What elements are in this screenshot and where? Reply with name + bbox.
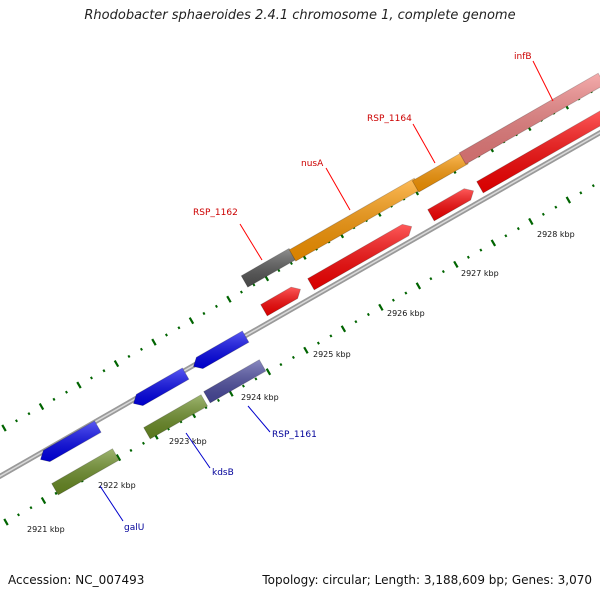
minor-tick xyxy=(429,277,433,281)
gene-label-infB: infB xyxy=(514,52,532,62)
minor-tick xyxy=(214,304,218,308)
minor-tick xyxy=(329,334,333,338)
gene-RSP_1161-shade xyxy=(203,359,266,403)
genome-summary-text: Topology: circular; Length: 3,188,609 bp… xyxy=(262,573,592,587)
minor-tick xyxy=(466,255,470,259)
kbp-label: 2927 kbp xyxy=(461,269,499,278)
gene-label-RSP_1164: RSP_1164 xyxy=(367,114,412,124)
kbp-ruler-labels: 2921 kbp 2922 kbp 2923 kbp 2924 kbp 2925… xyxy=(27,230,575,534)
minor-tick xyxy=(139,347,143,351)
map-title: Rhodobacter sphaeroides 2.4.1 chromosome… xyxy=(84,8,516,23)
major-tick xyxy=(113,360,120,368)
major-tick xyxy=(40,496,47,505)
minor-tick xyxy=(291,355,295,360)
gene-kdsB-blue-shade xyxy=(133,367,189,406)
gene-galU-blue-shade xyxy=(40,421,102,462)
minor-tick xyxy=(579,191,583,195)
minor-tick xyxy=(404,291,408,295)
minor-tick xyxy=(289,261,293,266)
minor-tick xyxy=(202,311,206,316)
major-tick xyxy=(490,239,497,247)
major-tick xyxy=(3,518,9,526)
gene-label-nusA: nusA xyxy=(301,159,324,169)
major-tick xyxy=(115,454,122,462)
gene-labels: infB RSP_1164 nusA RSP_1162 RSP_1161 kds… xyxy=(124,52,532,533)
gene-label-RSP_1161: RSP_1161 xyxy=(272,430,317,440)
major-tick xyxy=(76,381,82,389)
minor-tick xyxy=(391,298,395,302)
minor-tick xyxy=(102,369,106,373)
minor-tick xyxy=(15,419,18,423)
gene-RSP_1161-blue-shade xyxy=(193,330,249,369)
minor-tick xyxy=(27,412,31,416)
minor-tick xyxy=(516,227,520,231)
minor-tick xyxy=(129,448,133,453)
kbp-label: 2925 kbp xyxy=(313,350,351,359)
major-tick xyxy=(528,217,534,226)
gene-label-kdsB: kdsB xyxy=(212,468,234,478)
minor-tick xyxy=(52,397,56,401)
label-leaders xyxy=(99,60,554,522)
major-tick xyxy=(565,196,572,204)
gene-red-c-shade xyxy=(427,188,474,221)
kbp-label: 2923 kbp xyxy=(169,437,207,446)
minor-tick xyxy=(241,384,245,388)
gene-infB-shade xyxy=(459,73,600,165)
minor-tick xyxy=(89,376,93,380)
kbp-label: 2926 kbp xyxy=(387,309,425,318)
minor-tick xyxy=(441,269,445,274)
kbp-label: 2928 kbp xyxy=(537,230,575,239)
minor-tick xyxy=(277,269,281,273)
gene-nusA-shade xyxy=(289,178,421,262)
gene-kdsB-shade xyxy=(143,394,208,439)
gene-RSP_1164-shade xyxy=(412,152,469,193)
minor-tick xyxy=(252,283,256,287)
kbp-label: 2921 kbp xyxy=(27,525,65,534)
gene-red-b-shade xyxy=(307,224,412,290)
minor-tick xyxy=(366,312,370,317)
minor-tick xyxy=(216,398,220,402)
major-tick xyxy=(340,325,347,333)
minor-tick xyxy=(541,212,545,216)
minor-tick xyxy=(279,363,283,367)
minor-tick xyxy=(17,513,20,517)
kbp-label: 2924 kbp xyxy=(241,393,279,402)
major-tick xyxy=(188,317,195,325)
minor-tick xyxy=(554,205,558,209)
major-tick xyxy=(226,295,232,303)
minor-tick xyxy=(164,333,168,337)
major-tick xyxy=(1,424,7,432)
minor-tick xyxy=(316,341,320,345)
kbp-label: 2922 kbp xyxy=(98,481,136,490)
minor-tick xyxy=(239,290,243,294)
major-tick xyxy=(453,260,459,268)
accession-text: Accession: NC_007493 xyxy=(8,573,145,587)
minor-tick xyxy=(479,248,483,252)
minor-tick xyxy=(591,184,595,188)
major-tick xyxy=(415,282,422,290)
major-tick xyxy=(38,402,45,411)
major-tick xyxy=(265,368,272,376)
minor-tick xyxy=(504,234,508,238)
gene-label-galU: galU xyxy=(124,523,144,533)
minor-tick xyxy=(54,491,58,495)
major-tick xyxy=(151,338,157,346)
minor-tick xyxy=(64,390,68,394)
minor-tick xyxy=(127,354,131,359)
gene-RSP_1162-shade xyxy=(241,248,296,288)
major-tick xyxy=(303,346,309,354)
gene-red-a-shade xyxy=(260,287,301,316)
minor-tick xyxy=(254,377,258,381)
gene-label-RSP_1162: RSP_1162 xyxy=(193,208,238,218)
gene-red-d-shade xyxy=(476,110,600,193)
gene-features xyxy=(40,72,600,496)
gene-galU-shade xyxy=(51,448,119,495)
minor-tick xyxy=(354,320,358,324)
minor-tick xyxy=(177,326,181,330)
minor-tick xyxy=(141,441,145,445)
minor-tick xyxy=(29,506,33,510)
outer-tick-track xyxy=(1,90,593,432)
major-tick xyxy=(378,303,384,311)
